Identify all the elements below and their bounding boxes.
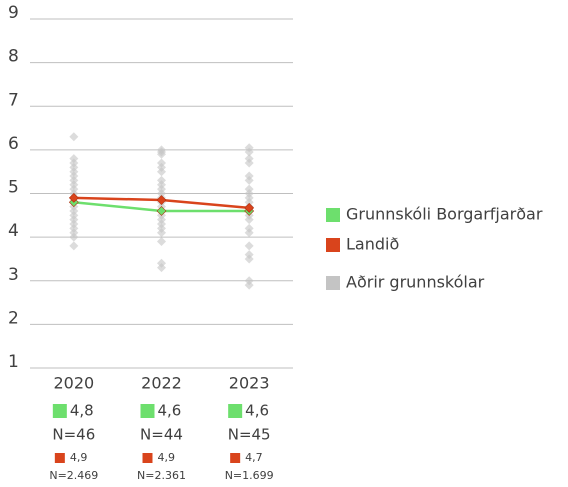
n-label: N=45	[228, 426, 271, 444]
scatter-point	[157, 167, 166, 177]
y-tick-label: 8	[8, 47, 19, 67]
x-tick-label: 2023	[229, 374, 270, 393]
n-label: N=46	[52, 426, 95, 444]
point	[156, 206, 167, 216]
value-label: 4,8	[70, 402, 94, 420]
n-label: N=1.699	[225, 469, 274, 482]
value-label: 4,9	[70, 451, 88, 464]
legend-swatch	[326, 276, 340, 290]
y-tick-label: 9	[8, 3, 19, 23]
scatter-point	[244, 254, 254, 264]
legend-swatch	[54, 453, 65, 463]
legend-swatch	[228, 404, 243, 418]
scatter-point	[69, 241, 79, 251]
y-tick-label: 5	[8, 178, 19, 198]
scatter-point	[157, 263, 166, 273]
scatter-point	[244, 228, 254, 238]
y-tick-label: 1	[8, 352, 19, 372]
scatter-point	[244, 215, 254, 225]
scatter-point	[157, 228, 166, 238]
x-tick-label: 2020	[53, 374, 94, 393]
value-label: 4,6	[245, 402, 269, 420]
point	[68, 192, 79, 203]
scatter-point	[244, 280, 254, 290]
legend-swatch	[52, 404, 67, 418]
n-label: N=2.469	[49, 469, 98, 482]
legend-label: Aðrir grunnskólar	[346, 273, 485, 292]
scatter-point	[244, 147, 254, 157]
x-tick-label: 2022	[141, 374, 182, 393]
scatter-point	[157, 149, 166, 159]
point	[244, 202, 255, 213]
y-tick-label: 2	[8, 308, 19, 328]
legend-swatch	[326, 238, 340, 252]
scatter-point	[244, 241, 254, 251]
legend-swatch	[140, 404, 155, 418]
y-tick-label: 6	[8, 134, 19, 154]
n-label: N=2.361	[137, 469, 186, 482]
scatter-point	[69, 132, 79, 142]
scatter-point	[157, 236, 166, 246]
legend-label: Landið	[346, 235, 399, 254]
scatter-point	[244, 175, 254, 185]
y-tick-label: 7	[8, 90, 19, 110]
scatter-point	[69, 232, 79, 242]
legend-swatch	[230, 453, 241, 463]
value-label: 4,7	[245, 451, 263, 464]
n-label: N=44	[140, 426, 183, 444]
scatter-point	[244, 158, 254, 168]
value-label: 4,9	[158, 451, 176, 464]
legend-swatch	[326, 208, 340, 222]
y-tick-label: 3	[8, 265, 19, 285]
point	[156, 195, 167, 205]
value-label: 4,6	[158, 402, 182, 420]
legend-label: Grunnskóli Borgarfjarðar	[346, 205, 543, 224]
legend-swatch	[142, 453, 153, 463]
y-tick-label: 4	[8, 221, 19, 241]
